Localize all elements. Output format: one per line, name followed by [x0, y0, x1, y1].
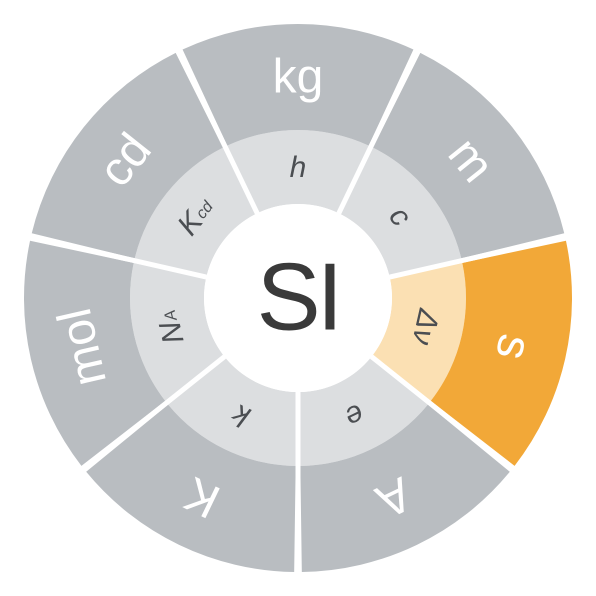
unit-label-kg: kg [273, 51, 324, 104]
constant-label-kg: h [290, 151, 307, 184]
si-units-circle-diagram: kghmcsΔνAeKkmolNAcdKcdSI [0, 0, 596, 596]
center-label: SI [257, 243, 340, 350]
